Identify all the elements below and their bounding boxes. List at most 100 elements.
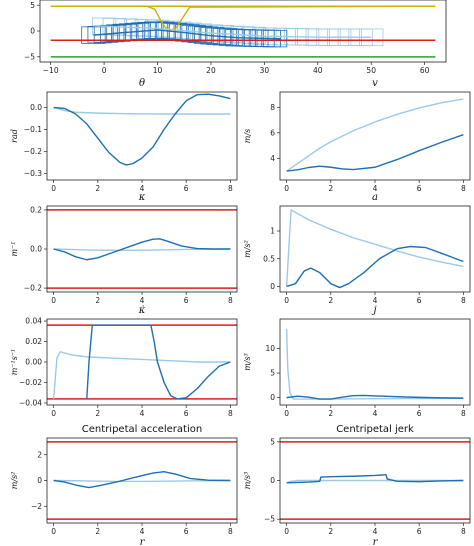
x-tick-label: 4	[140, 296, 145, 305]
y-tick-label: 0	[37, 476, 42, 485]
vehicle-outline-dark	[206, 27, 231, 45]
axes-frame	[46, 91, 238, 181]
series-line-0	[53, 106, 231, 115]
y-tick-label: 0.5	[263, 254, 275, 263]
vehicle-outline-dark	[181, 24, 206, 43]
x-tick-label: 60	[420, 66, 430, 75]
panel-top: −10 0 10 20 30 40 50 60 −5 0 5	[24, 0, 447, 75]
series-line-1	[93, 25, 372, 38]
series-line-0	[286, 479, 464, 484]
x-tick-label: 8	[228, 409, 233, 418]
y-axis-label: m/s²	[243, 240, 252, 258]
x-tick-label: 0	[284, 527, 289, 536]
axes-frame	[279, 205, 471, 293]
x-axis-label: r	[373, 537, 379, 546]
plot-area	[285, 328, 464, 400]
vehicle-outline-dark	[187, 25, 213, 44]
x-tick-label: 0	[284, 184, 289, 193]
vehicle-outline-dark	[131, 22, 156, 40]
x-tick-label: 6	[417, 184, 422, 193]
series-line-0	[285, 328, 464, 400]
x-tick-label: 30	[260, 66, 270, 75]
y-axis-label: m/s³	[243, 472, 252, 490]
x-tick-label: 8	[461, 184, 466, 193]
x-tick-label: 0	[284, 296, 289, 305]
y-tick-label: 2	[37, 450, 42, 459]
panel-title: κ̇	[138, 305, 146, 316]
y-axis-label: m/s	[243, 129, 252, 143]
panel-centripetal_acceleration: 0 2 4 6 8 2 0 −2 m/s² r Centripetal acceleration	[10, 424, 238, 546]
y-tick-label: 0.00	[25, 358, 42, 367]
panel-title: j	[371, 305, 376, 316]
y-axis-label: m/s²	[10, 472, 19, 490]
y-tick-label: 10	[265, 344, 275, 353]
y-tick-label: −0.1	[24, 125, 42, 134]
panel-title: a	[372, 192, 378, 203]
x-tick-label: 4	[140, 409, 145, 418]
y-tick-label: 0.04	[25, 317, 42, 326]
x-tick-label: 6	[417, 409, 422, 418]
y-tick-label: −5	[24, 52, 35, 61]
plot-area	[285, 209, 464, 289]
y-tick-label: 0.2	[30, 206, 42, 215]
series-line-0	[286, 98, 464, 172]
y-tick-label: 5	[270, 369, 275, 378]
x-tick-label: 2	[95, 296, 100, 305]
x-tick-label: 0	[51, 527, 56, 536]
plot-area	[280, 441, 470, 520]
panel-kappa_dot: 0 2 4 6 8 0.04 0.02 0.00 −0.02 −0.04 m⁻¹s⁻¹ κ̇	[10, 305, 238, 418]
x-tick-label: 2	[95, 409, 100, 418]
y-axis-label: m/s³	[243, 353, 252, 371]
panel-title: v	[372, 78, 378, 89]
vehicle-outline-dark	[81, 26, 106, 44]
series-line-2	[93, 29, 281, 40]
y-tick-label: 8	[270, 103, 275, 112]
x-tick-label: 10	[153, 66, 163, 75]
y-tick-label: −5	[264, 515, 275, 524]
y-tick-label: −0.3	[24, 169, 42, 178]
y-tick-label: 6	[270, 128, 275, 137]
x-tick-label: 8	[461, 409, 466, 418]
x-tick-label: 20	[206, 66, 216, 75]
x-tick-label: 0	[51, 296, 56, 305]
y-tick-label: −0.2	[24, 147, 42, 156]
axes-frame	[279, 318, 471, 406]
panel-title: Centripetal jerk	[336, 424, 414, 435]
panel-theta: 0 2 4 6 8 0.0 −0.1 −0.2 −0.3 rad θ	[10, 78, 238, 193]
y-tick-label: 0	[270, 393, 275, 402]
x-tick-label: 0	[51, 409, 56, 418]
panel-kappa: 0 2 4 6 8 0.2 0.0 −0.2 m⁻¹ κ	[10, 192, 238, 305]
x-tick-label: 2	[328, 527, 333, 536]
x-tick-label: 6	[184, 527, 189, 536]
vehicle-outline-dark	[212, 28, 238, 46]
series-line-0	[53, 479, 231, 483]
vehicle-outline-dark	[106, 24, 131, 42]
x-tick-label: 0	[284, 409, 289, 418]
y-tick-label: 0	[30, 27, 35, 36]
plot-area	[47, 324, 237, 400]
y-tick-label: −0.2	[24, 284, 42, 293]
y-tick-label: 0.02	[25, 337, 42, 346]
series-line-1	[286, 474, 464, 484]
panel-title: κ	[138, 192, 146, 203]
y-tick-label: −0.04	[19, 399, 42, 408]
x-tick-label: 2	[95, 184, 100, 193]
x-tick-label: 4	[373, 296, 378, 305]
x-tick-label: 4	[140, 184, 145, 193]
y-tick-label: 0.0	[30, 245, 42, 254]
y-axis-label: m⁻¹	[10, 241, 19, 256]
x-tick-label: 50	[366, 66, 376, 75]
y-tick-label: 1	[270, 227, 275, 236]
y-tick-label: 5	[270, 437, 275, 446]
x-tick-label: 2	[328, 296, 333, 305]
x-tick-label: 8	[461, 527, 466, 536]
vehicle-outline-dark	[200, 27, 225, 45]
y-tick-label: −0.02	[19, 378, 42, 387]
x-tick-label: 2	[328, 409, 333, 418]
x-tick-label: 8	[228, 184, 233, 193]
panel-v: 0 2 4 6 8 4 6 8 m/s v	[243, 78, 471, 193]
y-axis-label: rad	[10, 129, 19, 143]
plot-area	[50, 5, 436, 58]
series-line-1	[286, 394, 464, 400]
